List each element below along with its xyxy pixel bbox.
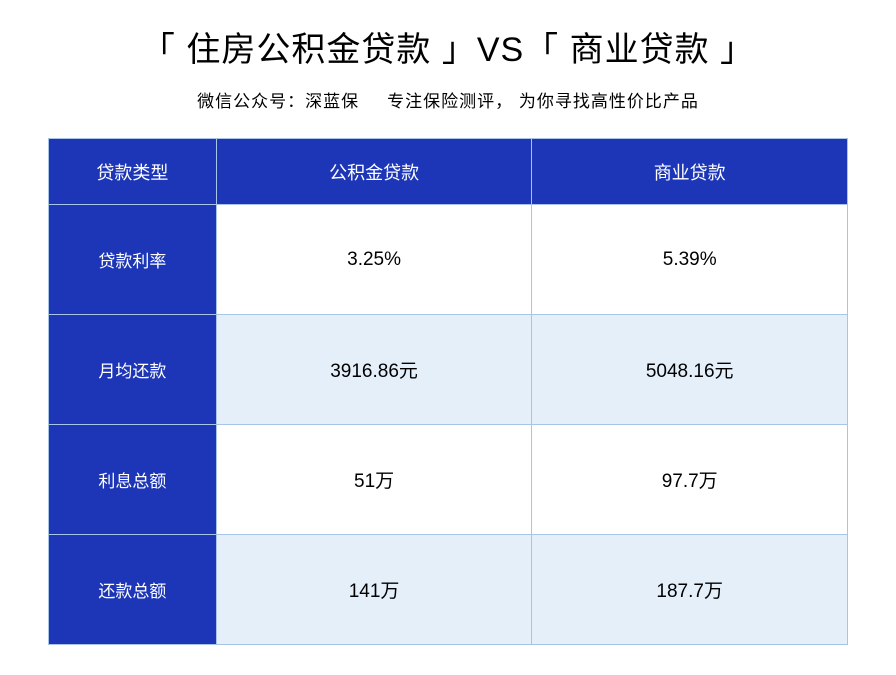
table-cell: 3916.86元: [216, 315, 532, 425]
col-header: 商业贷款: [532, 139, 848, 205]
subtitle-right: 专注保险测评， 为你寻找高性价比产品: [387, 92, 699, 111]
row-label: 还款总额: [49, 535, 217, 645]
table-cell: 187.7万: [532, 535, 848, 645]
row-label: 利息总额: [49, 425, 217, 535]
col-header: 公积金贷款: [216, 139, 532, 205]
page-subtitle: 微信公众号：深蓝保 专注保险测评， 为你寻找高性价比产品: [48, 87, 848, 112]
col-header: 贷款类型: [49, 139, 217, 205]
table-cell: 51万: [216, 425, 532, 535]
row-label: 贷款利率: [49, 205, 217, 315]
row-label: 月均还款: [49, 315, 217, 425]
table-cell: 5048.16元: [532, 315, 848, 425]
table-cell: 141万: [216, 535, 532, 645]
table-cell: 5.39%: [532, 205, 848, 315]
page-title: 「 住房公积金贷款 」VS「 商业贷款 」: [48, 22, 848, 71]
comparison-table: 贷款类型 公积金贷款 商业贷款 贷款利率3.25%5.39% 月均还款3916.8…: [48, 138, 848, 645]
subtitle-left: 微信公众号：深蓝保: [197, 92, 359, 111]
table-cell: 3.25%: [216, 205, 532, 315]
table-cell: 97.7万: [532, 425, 848, 535]
